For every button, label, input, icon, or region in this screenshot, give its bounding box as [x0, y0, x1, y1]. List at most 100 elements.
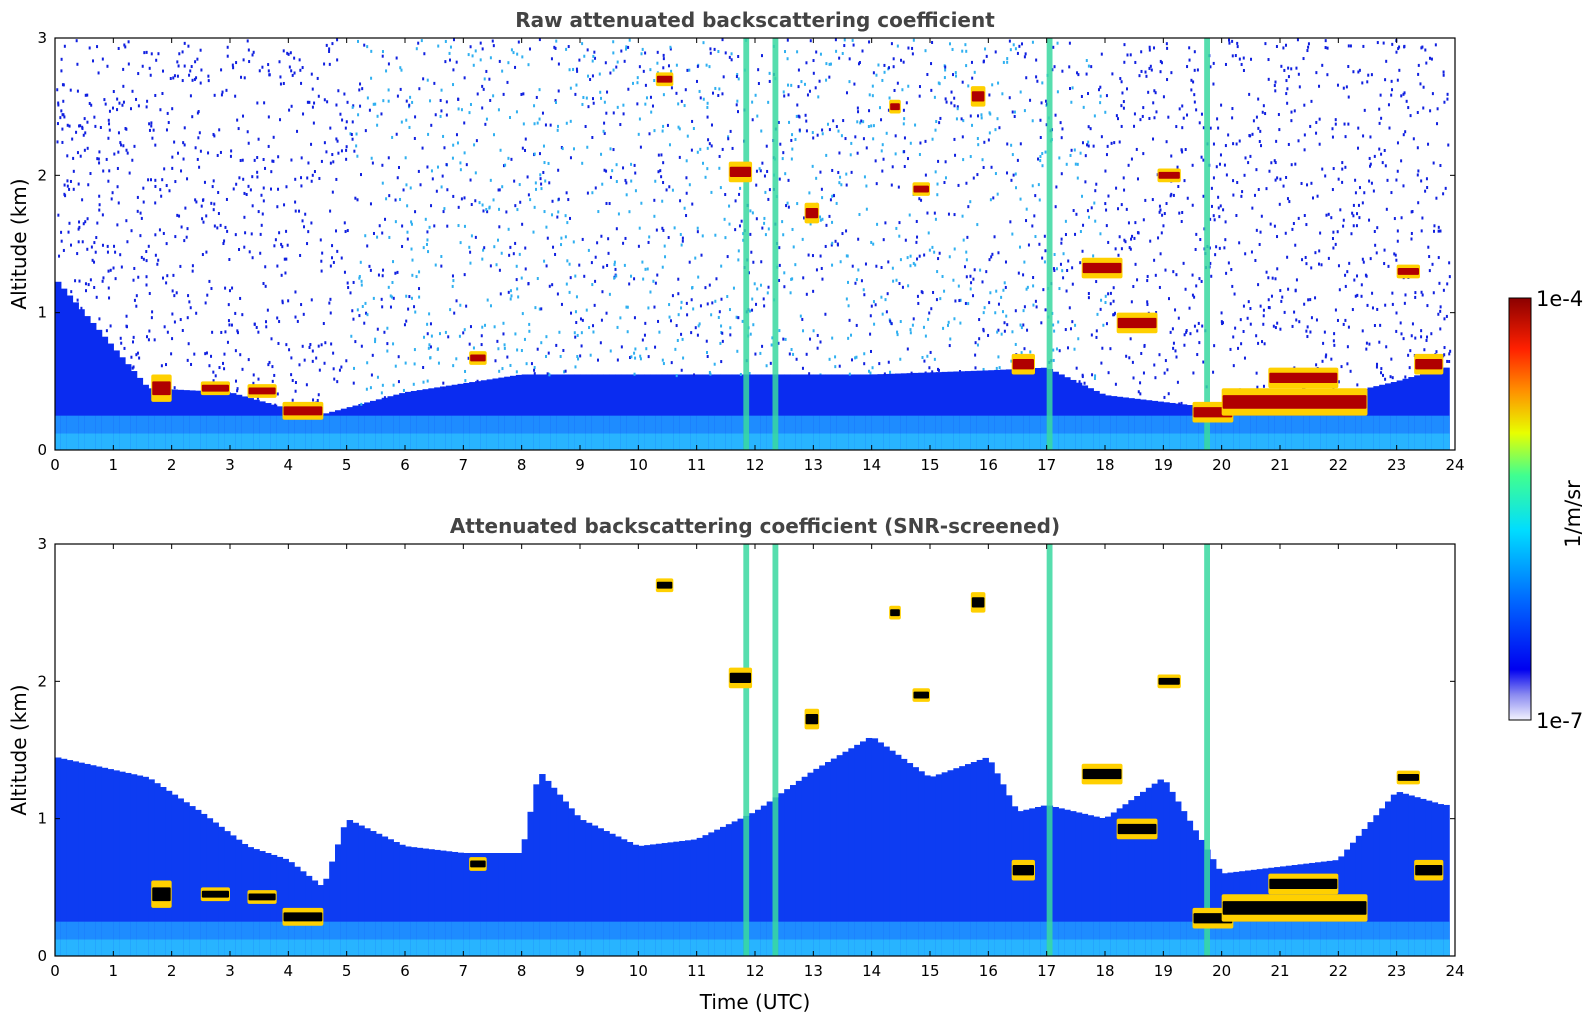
raw-noise-speck: [267, 363, 270, 367]
raw-noise-speck: [1224, 238, 1227, 242]
raw-noise-speck: [677, 277, 680, 281]
raw-noise-speck: [93, 115, 96, 119]
raw-noise-speck: [870, 304, 873, 308]
raw-noise-speck: [1175, 355, 1178, 359]
raw-noise-speck: [1272, 324, 1275, 328]
raw-noise-speck: [207, 79, 210, 83]
raw-noise-speck: [93, 260, 96, 264]
raw-noise-speck: [956, 107, 959, 111]
raw-noise-speck: [756, 287, 759, 291]
raw-surface-layer: [1280, 415, 1287, 450]
screened-surface-layer: [1414, 939, 1421, 956]
raw-surface-layer: [906, 415, 914, 450]
raw-noise-speck: [70, 243, 73, 247]
raw-noise-speck: [627, 87, 630, 91]
raw-noise-speck: [288, 348, 291, 352]
raw-surface-layer: [335, 415, 342, 450]
raw-noise-speck: [481, 325, 484, 329]
raw-noise-speck: [671, 188, 674, 192]
raw-noise-speck: [152, 128, 155, 132]
raw-surface-layer: [533, 415, 540, 450]
raw-noise-speck: [704, 286, 707, 290]
raw-noise-speck: [805, 292, 808, 296]
raw-noise-speck: [313, 170, 316, 174]
raw-noise-speck: [943, 289, 946, 293]
raw-noise-speck: [178, 214, 181, 218]
raw-surface-layer: [1070, 433, 1077, 450]
raw-noise-speck: [253, 322, 256, 326]
raw-noise-speck: [1220, 311, 1223, 315]
screened-x-tick-label: 6: [400, 962, 410, 980]
raw-surface-layer: [685, 433, 692, 450]
screened-signal-column: [206, 818, 214, 956]
raw-noise-speck: [685, 214, 688, 218]
raw-noise-speck: [788, 352, 791, 356]
raw-noise-speck: [754, 93, 757, 97]
raw-noise-speck: [994, 50, 997, 54]
raw-noise-speck: [300, 156, 303, 160]
raw-noise-speck: [1343, 122, 1346, 126]
raw-noise-speck: [1385, 345, 1388, 349]
raw-noise-speck: [1303, 214, 1306, 218]
raw-cloud-core: [1269, 372, 1338, 384]
screened-surface-layer: [597, 921, 604, 956]
screened-signal-column: [947, 770, 954, 956]
raw-noise-speck: [481, 257, 484, 261]
raw-noise-speck: [657, 170, 660, 174]
screened-signal-column: [953, 768, 960, 956]
screened-surface-layer: [72, 939, 79, 956]
screened-cloud-core: [1117, 823, 1157, 835]
raw-noise-speck: [401, 244, 404, 248]
screened-surface-layer: [801, 921, 809, 956]
raw-noise-speck: [223, 352, 226, 356]
raw-noise-speck: [1417, 72, 1420, 76]
raw-cloud-core: [201, 384, 229, 392]
raw-noise-speck: [845, 297, 848, 301]
raw-noise-speck: [706, 115, 709, 119]
raw-noise-speck: [406, 237, 409, 241]
raw-noise-speck: [142, 257, 145, 261]
screened-surface-layer: [311, 939, 319, 956]
raw-surface-layer: [766, 433, 774, 450]
raw-noise-speck: [217, 212, 220, 216]
screened-surface-layer: [690, 921, 698, 956]
raw-noise-speck: [514, 65, 517, 69]
raw-noise-speck: [440, 254, 443, 258]
raw-noise-speck: [111, 191, 114, 195]
raw-noise-speck: [943, 76, 946, 80]
raw-noise-speck: [1368, 179, 1371, 183]
raw-noise-speck: [1307, 298, 1310, 302]
raw-signal-column: [696, 374, 704, 450]
raw-surface-layer: [1186, 433, 1194, 450]
raw-noise-speck: [894, 134, 897, 138]
screened-surface-layer: [78, 939, 85, 956]
raw-noise-speck: [1043, 260, 1046, 264]
raw-noise-speck: [474, 49, 477, 53]
raw-noise-speck: [878, 106, 881, 110]
raw-noise-speck: [613, 263, 616, 267]
raw-noise-speck: [422, 77, 425, 81]
raw-noise-speck: [1090, 206, 1093, 210]
screened-surface-layer: [276, 921, 284, 956]
screened-precipitation-column: [1204, 544, 1210, 956]
raw-noise-speck: [1200, 279, 1203, 283]
raw-noise-speck: [225, 88, 228, 92]
raw-noise-speck: [1107, 371, 1110, 375]
raw-noise-speck: [736, 110, 739, 114]
screened-signal-column: [527, 811, 534, 956]
raw-noise-speck: [1285, 92, 1288, 96]
screened-surface-layer: [1443, 939, 1450, 956]
raw-noise-speck: [848, 80, 851, 84]
raw-noise-speck: [617, 212, 620, 216]
raw-noise-speck: [140, 255, 143, 259]
raw-surface-layer: [1029, 433, 1036, 450]
screened-signal-column: [1361, 828, 1369, 956]
raw-surface-layer: [1414, 415, 1421, 450]
screened-surface-layer: [854, 939, 861, 956]
screened-signal-column: [690, 839, 698, 956]
raw-surface-layer: [1373, 415, 1380, 450]
screened-surface-layer: [1414, 921, 1421, 956]
raw-noise-speck: [1321, 359, 1324, 363]
raw-noise-speck: [1193, 324, 1196, 328]
raw-noise-speck: [699, 96, 702, 100]
